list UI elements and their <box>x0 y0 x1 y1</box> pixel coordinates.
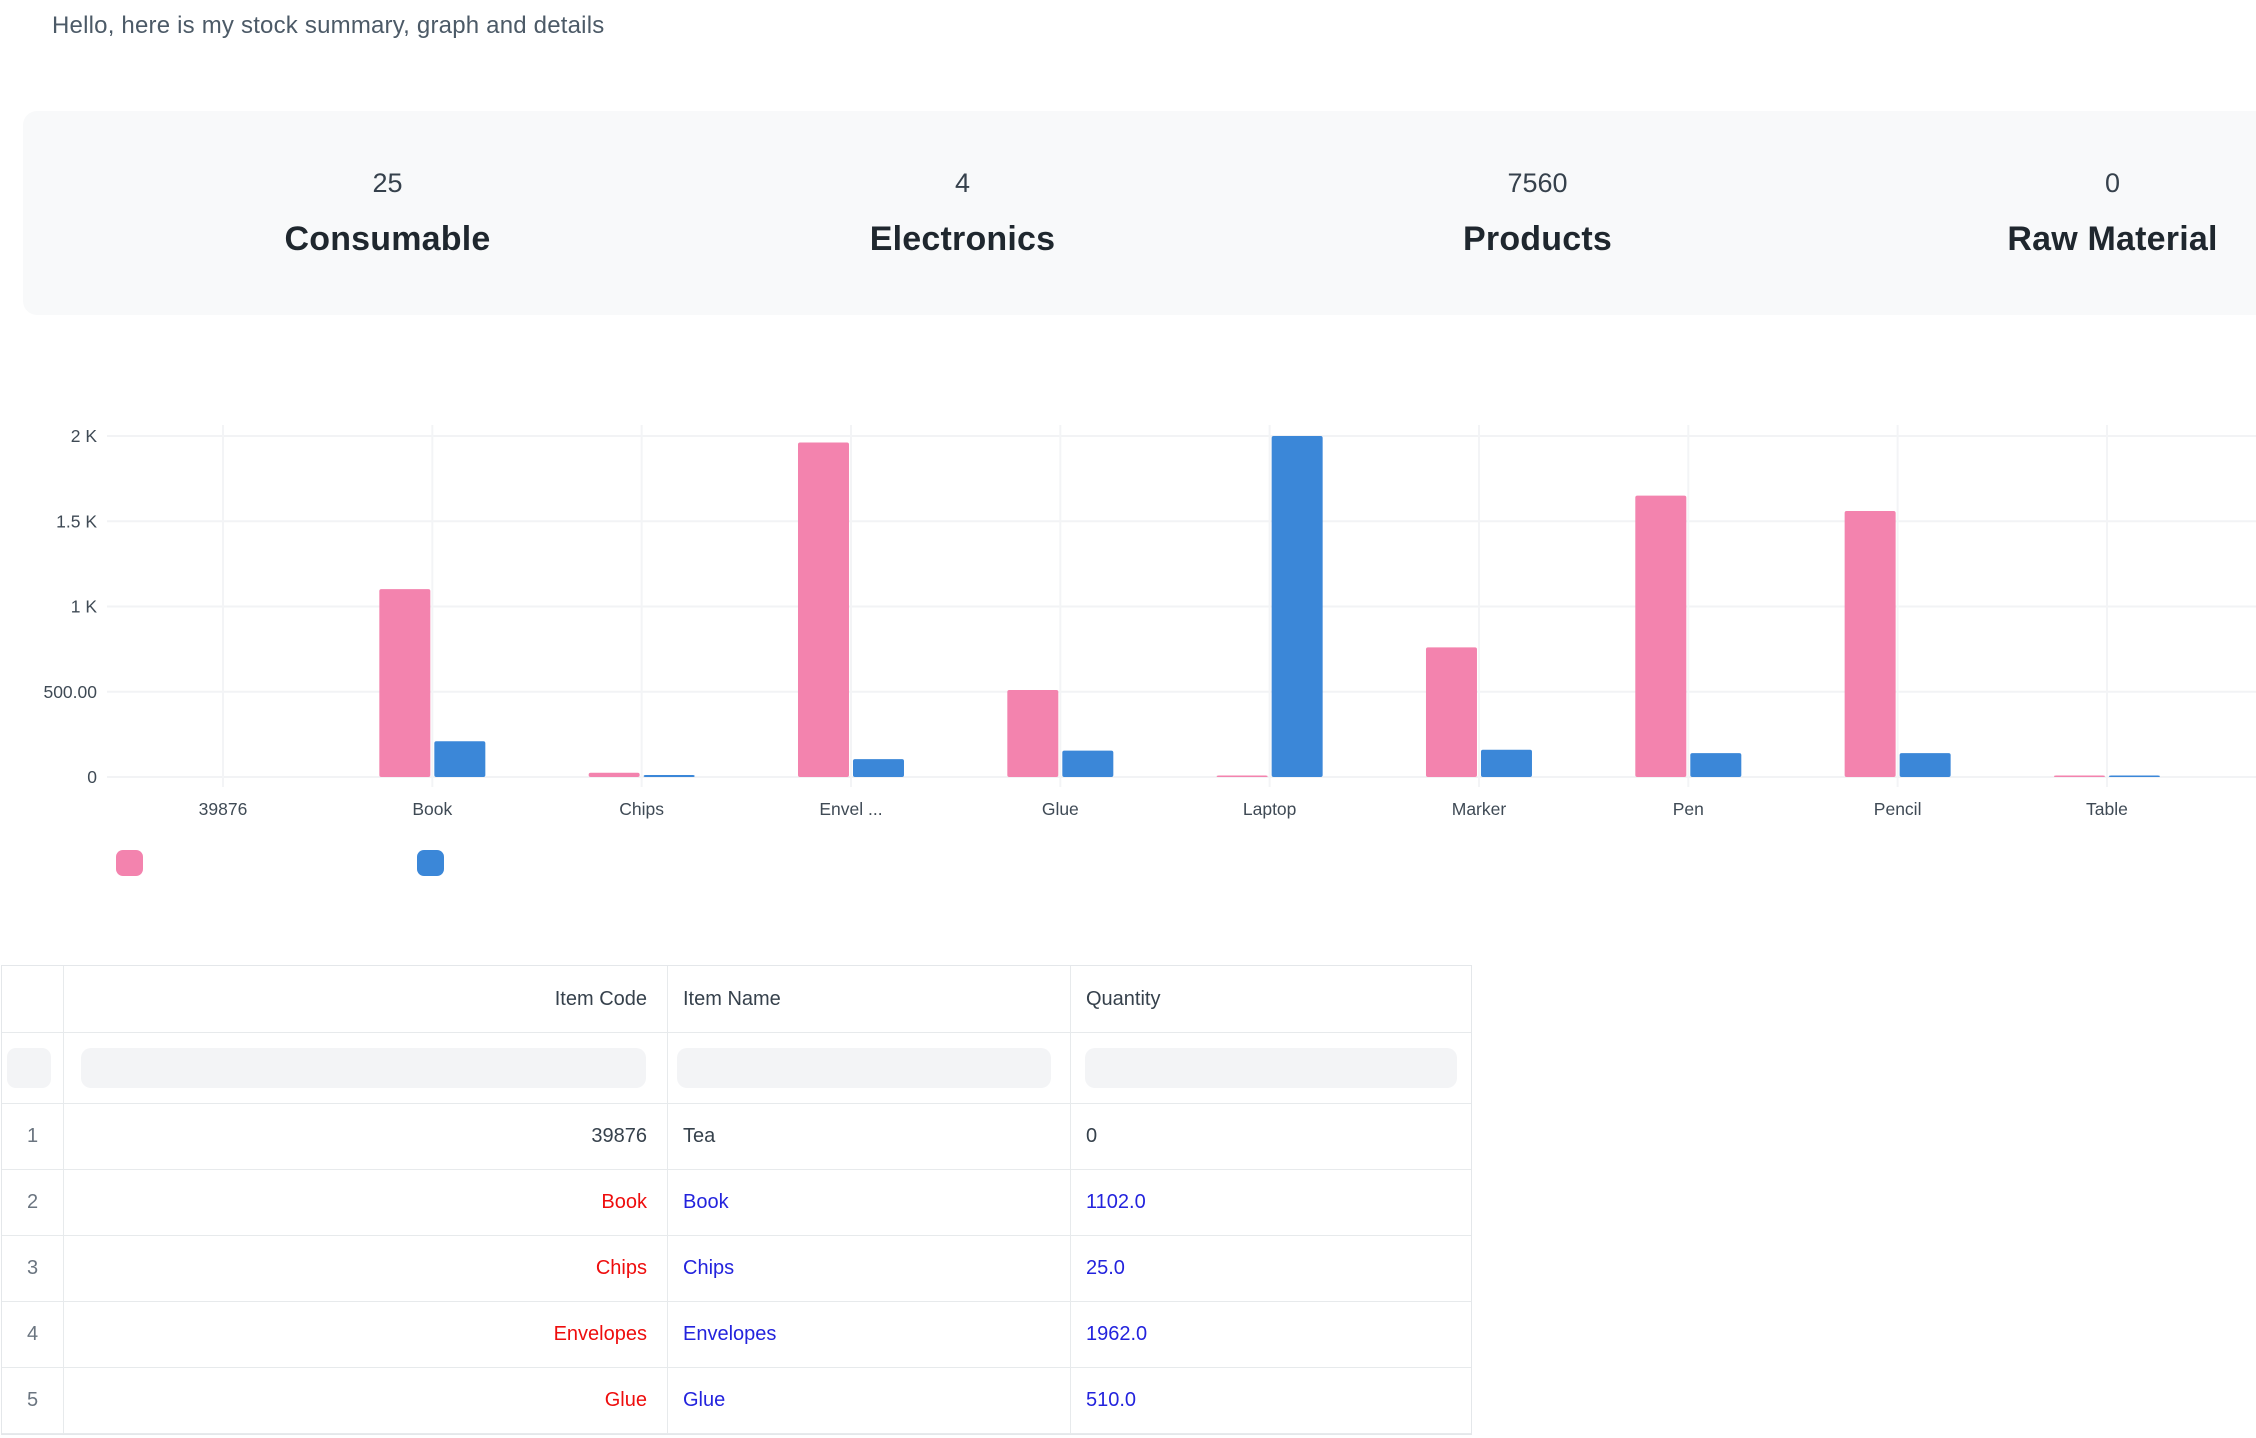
cell-quantity[interactable]: 0 <box>1086 1125 1098 1147</box>
cell-item-name[interactable]: Chips <box>668 1236 1071 1301</box>
bar-blue-Pen[interactable] <box>1690 753 1742 777</box>
filter-cell-item-name <box>668 1033 1071 1103</box>
bar-pink-Pencil[interactable] <box>1844 511 1896 777</box>
cell-item-name[interactable]: Envelopes <box>668 1302 1071 1367</box>
bar-blue-Chips[interactable] <box>643 774 695 777</box>
cell-item-code[interactable]: Envelopes <box>64 1302 668 1367</box>
bar-blue-Book[interactable] <box>434 741 486 777</box>
row-number[interactable]: 4 <box>2 1302 64 1367</box>
bar-pink-Laptop[interactable] <box>1216 775 1268 778</box>
stat-label: Products <box>1463 220 1612 258</box>
greeting-text: Hello, here is my stock summary, graph a… <box>52 12 605 39</box>
y-axis-tick-label: 1 K <box>71 597 98 617</box>
cell-item-name[interactable]: Tea <box>668 1104 1071 1169</box>
filter-cell-item-code <box>64 1033 668 1103</box>
stat-value: 7560 <box>1507 168 1568 198</box>
stock-summary-card: 25 Consumable 4 Electronics 7560 Product… <box>23 111 2256 315</box>
stat-label: Raw Material <box>2007 220 2218 258</box>
filter-input-item-code[interactable] <box>81 1048 646 1088</box>
bar-pink-Chips[interactable] <box>588 772 640 777</box>
bar-blue-Envel ...[interactable] <box>852 759 904 777</box>
table-filter-row <box>2 1033 1471 1104</box>
stat-label: Electronics <box>869 220 1056 258</box>
cell-quantity[interactable]: 1102.0 <box>1086 1191 1146 1213</box>
x-axis-tick-label: Envel ... <box>819 799 882 819</box>
bar-pink-Marker[interactable] <box>1425 647 1477 777</box>
y-axis-tick-label: 1.5 K <box>56 511 97 531</box>
header-cell-item-name[interactable]: Item Name <box>668 966 1071 1032</box>
cell-quantity[interactable]: 1962.0 <box>1086 1323 1148 1345</box>
bar-pink-Glue[interactable] <box>1007 690 1059 777</box>
cell-item-code[interactable]: Glue <box>64 1368 668 1433</box>
filter-cell-quantity <box>1071 1033 1471 1103</box>
stat-consumable[interactable]: 25 Consumable <box>100 111 675 315</box>
bar-blue-Marker[interactable] <box>1480 749 1532 777</box>
bar-blue-Pencil[interactable] <box>1899 753 1951 777</box>
bar-blue-Glue[interactable] <box>1062 750 1114 777</box>
legend-swatch-quantity <box>116 850 143 876</box>
table-body: 1 39876 Tea 0 2 Book Book 1102.0 3 Chips Chips 25.0… <box>2 1104 1471 1434</box>
y-axis-tick-label: 500.00 <box>43 682 97 702</box>
table-row-5: 5 Glue Glue 510.0 <box>2 1368 1471 1434</box>
filter-input-item-name[interactable] <box>677 1048 1051 1088</box>
header-cell-quantity[interactable]: Quantity <box>1086 987 1161 1010</box>
table-row-4: 4 Envelopes Envelopes 1962.0 <box>2 1302 1471 1368</box>
filter-input-rownum[interactable] <box>7 1048 51 1088</box>
cell-item-name[interactable]: Book <box>668 1170 1071 1235</box>
table-header-row: Item Code Item Name Quantity <box>2 966 1471 1033</box>
row-number[interactable]: 2 <box>2 1170 64 1235</box>
bar-pink-Book[interactable] <box>379 589 431 777</box>
y-axis-tick-label: 2 K <box>71 426 98 446</box>
stat-raw-material[interactable]: 0 Raw Material <box>1825 111 2256 315</box>
x-axis-tick-label: Pencil <box>1874 799 1922 819</box>
x-axis-tick-label: Glue <box>1042 799 1079 819</box>
stat-products[interactable]: 7560 Products <box>1250 111 1825 315</box>
bar-chart-canvas[interactable]: 2 K 1.5 K 1 K 500.00 0 39876 Book Chips Envel ..… <box>0 425 2256 825</box>
x-axis-tick-label: 39876 <box>199 799 248 819</box>
stat-label: Consumable <box>284 220 491 258</box>
table-row-3: 3 Chips Chips 25.0 <box>2 1236 1471 1302</box>
y-axis-tick-label: 0 <box>87 767 97 787</box>
cell-item-code[interactable]: 39876 <box>64 1104 668 1169</box>
x-axis-tick-label: Book <box>412 799 452 819</box>
header-cell-rownum[interactable] <box>2 966 64 1032</box>
x-axis-tick-label: Chips <box>619 799 664 819</box>
filter-input-quantity[interactable] <box>1085 1048 1457 1088</box>
stat-electronics[interactable]: 4 Electronics <box>675 111 1250 315</box>
row-number[interactable]: 1 <box>2 1104 64 1169</box>
bar-blue-Laptop[interactable] <box>1271 436 1323 777</box>
x-axis-tick-label: Marker <box>1452 799 1507 819</box>
row-number[interactable]: 5 <box>2 1368 64 1433</box>
x-axis-tick-label: Table <box>2086 799 2128 819</box>
filter-cell-rownum <box>2 1033 64 1103</box>
legend-swatch-secondary <box>417 850 444 876</box>
bar-blue-Table[interactable] <box>2108 775 2160 778</box>
stat-value: 0 <box>2104 168 2121 198</box>
x-axis-tick-label: Pen <box>1673 799 1704 819</box>
stock-bar-chart: 2 K 1.5 K 1 K 500.00 0 39876 Book Chips Envel ..… <box>0 425 2256 825</box>
table-row-2: 2 Book Book 1102.0 <box>2 1170 1471 1236</box>
cell-item-code[interactable]: Book <box>64 1170 668 1235</box>
header-cell-item-code[interactable]: Item Code <box>64 966 668 1032</box>
cell-quantity[interactable]: 25.0 <box>1086 1257 1125 1279</box>
items-datatable: Item Code Item Name Quantity 1 39876 Tea 0 2… <box>1 965 1472 1435</box>
cell-item-name[interactable]: Glue <box>668 1368 1071 1433</box>
bar-pink-Table[interactable] <box>2053 775 2105 778</box>
row-number[interactable]: 3 <box>2 1236 64 1301</box>
table-row-1: 1 39876 Tea 0 <box>2 1104 1471 1170</box>
cell-quantity[interactable]: 510.0 <box>1086 1389 1137 1411</box>
bar-pink-Pen[interactable] <box>1635 495 1687 777</box>
bar-pink-Envel ...[interactable] <box>797 442 849 777</box>
stat-value: 25 <box>372 168 403 198</box>
x-axis-tick-label: Laptop <box>1243 799 1297 819</box>
stat-value: 4 <box>954 168 971 198</box>
cell-item-code[interactable]: Chips <box>64 1236 668 1301</box>
